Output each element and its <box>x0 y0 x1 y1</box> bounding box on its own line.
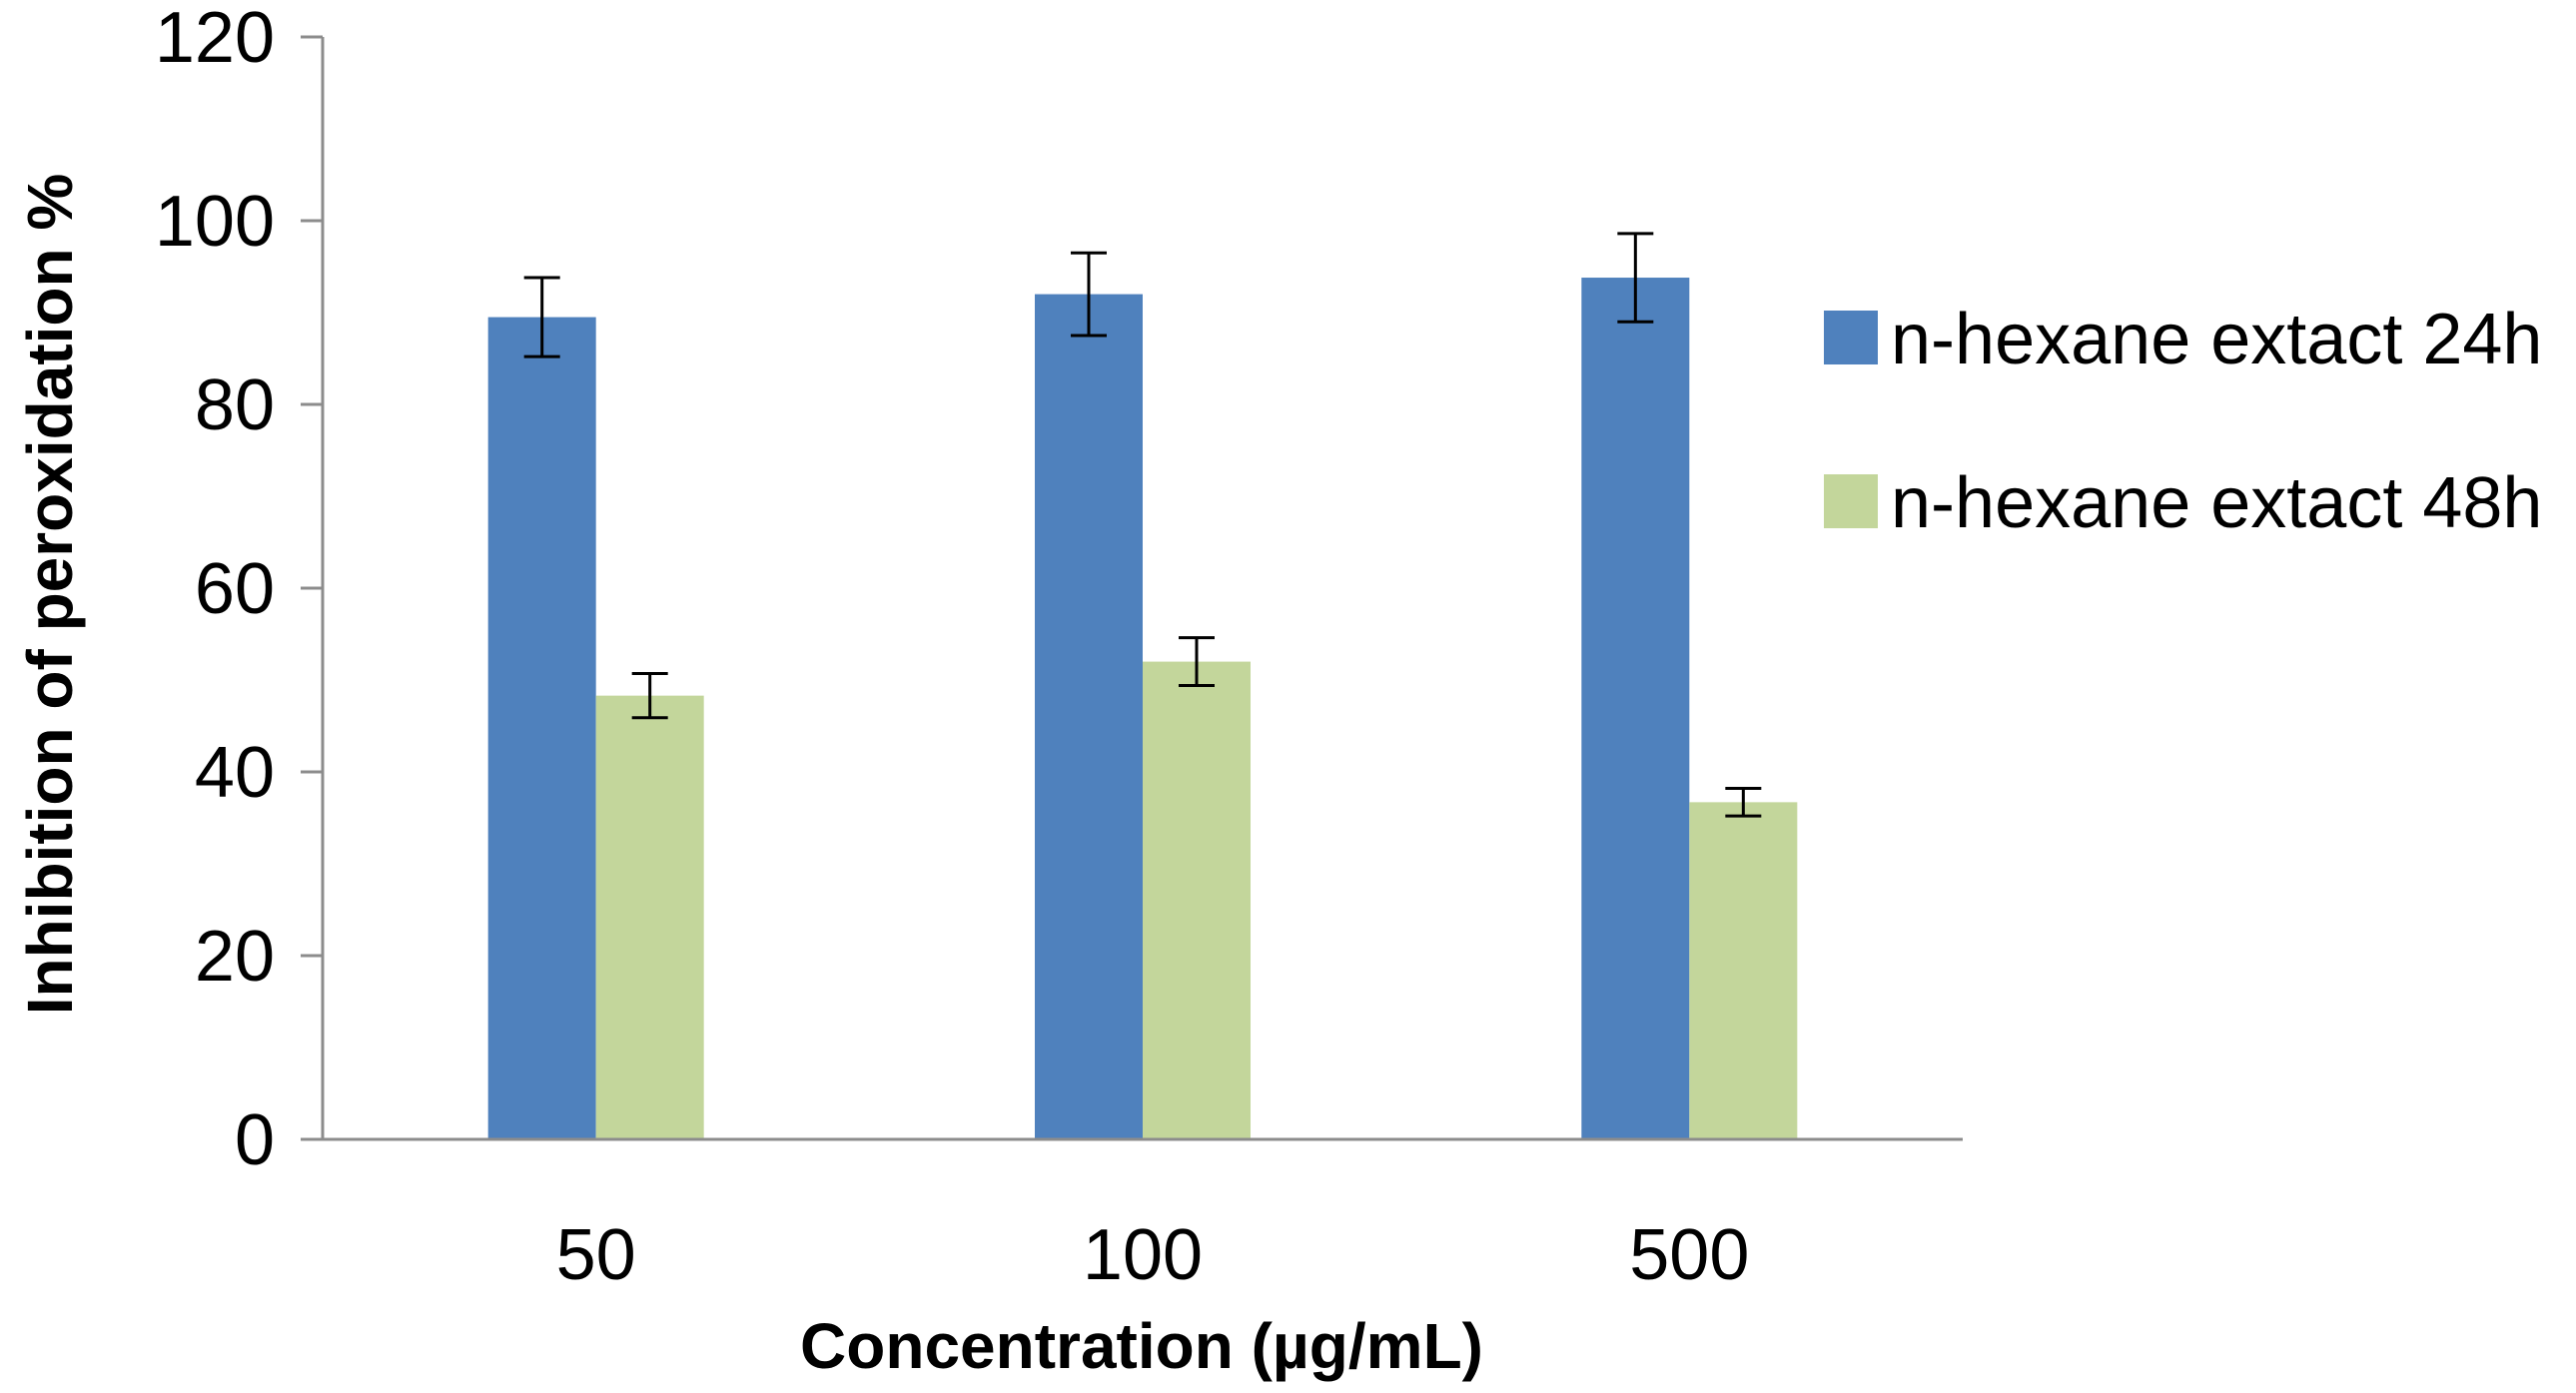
y-ticks: 0 20 40 60 80 100 120 <box>155 0 323 1180</box>
x-ticks: 50 100 500 <box>556 1215 1750 1295</box>
bars-layer <box>487 278 1798 1140</box>
y-tick-label: 80 <box>195 365 275 445</box>
y-tick-label: 60 <box>195 549 275 629</box>
error-bars-layer <box>523 232 1762 818</box>
y-tick-label: 20 <box>195 917 275 997</box>
bar-series-1-100 <box>1035 294 1143 1140</box>
y-tick-label: 100 <box>155 182 275 262</box>
error-bar-series-1-50 <box>523 276 560 358</box>
x-axis-title: Concentration (µg/mL) <box>800 1310 1483 1382</box>
y-tick-label: 120 <box>155 0 275 78</box>
legend: n-hexane extact 24h n-hexane extact 48h <box>1824 300 2542 543</box>
y-tick-label: 40 <box>195 733 275 813</box>
legend-label-series-2: n-hexane extact 48h <box>1891 463 2542 543</box>
error-bar-series-2-100 <box>1179 636 1215 688</box>
bar-series-1-500 <box>1581 278 1690 1139</box>
bar-series-2-50 <box>595 695 704 1139</box>
error-bar-series-2-500 <box>1725 787 1762 818</box>
x-tick-label: 500 <box>1629 1215 1749 1295</box>
y-tick-label: 0 <box>235 1100 275 1180</box>
bar-series-2-100 <box>1143 661 1251 1139</box>
y-axis-title: Inhibition of peroxidation % <box>14 174 86 1016</box>
error-bar-series-1-500 <box>1617 232 1654 324</box>
legend-label-series-1: n-hexane extact 24h <box>1891 300 2542 379</box>
x-tick-label: 100 <box>1083 1215 1203 1295</box>
error-bar-series-2-50 <box>631 672 668 720</box>
x-tick-label: 50 <box>556 1215 636 1295</box>
error-bar-series-1-100 <box>1071 251 1107 338</box>
bar-series-1-50 <box>487 317 596 1140</box>
bar-series-2-500 <box>1689 802 1798 1139</box>
legend-swatch-series-2 <box>1824 474 1878 528</box>
legend-swatch-series-1 <box>1824 311 1878 364</box>
